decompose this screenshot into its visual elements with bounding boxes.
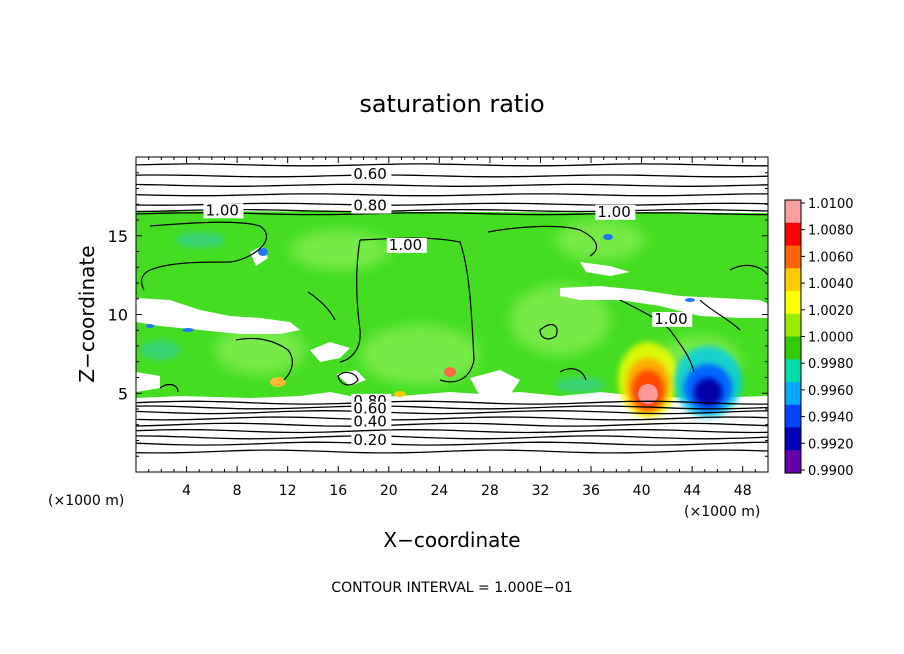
x-axis-label: X−coordinate [383,528,520,552]
y-axis: 5 10 15 [108,172,768,457]
x-tick-label: 12 [279,483,297,499]
contour-label-bg [351,198,392,214]
x-axis: 4 8 12 16 20 24 28 32 36 40 44 48 [148,157,756,499]
x-unit-left: (×1000 m) [48,493,124,509]
colorbar-label: 0.9920 [808,437,854,452]
contour-interval-note: CONTOUR INTERVAL = 1.000E−01 [331,580,572,596]
contour-label: 0.80 [353,197,386,215]
contour-label: 1.00 [597,203,630,221]
x-tick-label: 4 [182,483,191,499]
x-tick-label: 36 [582,483,600,499]
contour-1-00 [140,221,768,393]
colorbar-swatch [785,268,801,292]
x-tick-label: 16 [329,483,347,499]
contour-label-bg [652,311,693,327]
colorbar-swatch [785,450,801,474]
contour-label: 1.00 [206,201,239,219]
lower-contour-line [136,405,768,410]
lower-contour-line [136,400,768,405]
lower-contour-line [136,441,768,446]
upper-contour-line [136,193,768,197]
colorbar-swatch [785,404,801,429]
lower-contour-line [136,416,768,421]
colorbar-swatch [785,382,801,406]
colorbar-label: 1.0000 [808,331,854,346]
colorbar-label: 1.0080 [808,224,854,239]
x-tick-label: 32 [532,483,550,499]
colorbar-label: 0.9900 [808,464,854,479]
x-tick-label: 24 [430,483,448,499]
colorbar-label: 0.9960 [808,384,854,399]
contour-label: 0.60 [353,165,386,183]
contour-label-bg [386,237,427,253]
plot-area [136,157,768,472]
field-cold-anomaly [674,346,742,418]
colorbar-swatch [785,222,801,247]
colorbar-label: 1.0060 [808,250,854,265]
field-warm-anomaly [618,342,678,418]
y-tick-label: 5 [118,384,128,403]
y-tick-label: 10 [108,306,128,325]
x-tick-label: 28 [481,483,499,499]
contour-label-bg [351,167,392,183]
field-white [136,246,768,396]
lower-contour-line [136,449,768,454]
upper-contour-line [136,183,768,187]
colorbar-swatch [785,313,801,338]
x-tick-label: 48 [734,483,752,499]
chart-title: saturation ratio [359,90,544,118]
lower-contour-line [136,428,768,434]
field-warm-specks [270,367,456,397]
contour-label-bg [351,414,392,430]
lower-contour-line [136,422,768,427]
upper-contour-line [136,174,768,178]
y-tick-label: 15 [108,227,128,246]
contour-label-bg [351,401,392,417]
contour-label-bg [351,433,392,449]
x-tick-label: 20 [380,483,398,499]
x-tick-label: 40 [633,483,651,499]
lower-contour-line [136,435,768,440]
colorbar-swatch [785,359,801,383]
colorbar-label: 0.9980 [808,357,854,372]
contour-label-bg [203,203,244,219]
colorbar-swatch [785,245,801,269]
field-teal [140,232,605,393]
y-axis-label: Z−coordinate [75,245,99,382]
colorbar-label: 0.9940 [808,411,854,426]
colorbar-swatch [785,336,801,360]
x-unit-right: (×1000 m) [684,504,760,520]
contour-label: 1.00 [389,236,422,254]
contour-label-bg [595,204,636,220]
colorbar-label: 1.0040 [808,277,854,292]
contour-label: 1.00 [654,310,687,328]
field-blue-specks [146,234,695,332]
x-tick-label: 44 [683,483,701,499]
contour-label: 0.40 [353,412,386,430]
contour-label: 0.60 [353,400,386,418]
contour-labels: 0.600.801.00 1.001.001.000.800.600.400.20 [203,165,693,449]
colorbar-swatch [785,291,801,315]
colorbar-label: 1.0020 [808,304,854,319]
upper-contour-line [136,163,768,167]
colorbar: 1.0100 1.0080 1.0060 1.0040 1.0020 1.0000 0.99… [784,197,854,479]
colorbar-swatch [785,427,801,451]
contour-label: 0.20 [353,431,386,449]
x-tick-label: 8 [233,483,242,499]
colorbar-label: 1.0100 [808,197,854,212]
lower-contour-line [136,410,768,415]
colorbar-swatch [785,200,801,224]
